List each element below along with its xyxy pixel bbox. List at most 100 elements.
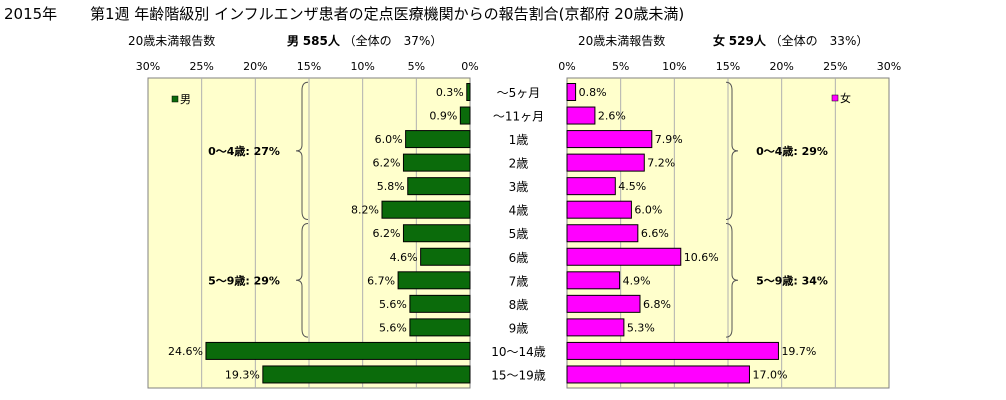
male-value-label: 0.3% bbox=[436, 86, 464, 99]
male-value-label: 8.2% bbox=[351, 204, 379, 217]
male-x-tick-label: 20% bbox=[243, 60, 267, 73]
female-x-tick-label: 10% bbox=[662, 60, 686, 73]
male-bar bbox=[407, 177, 471, 196]
female-value-label: 17.0% bbox=[752, 368, 787, 381]
age-category-label: 3歳 bbox=[509, 180, 529, 194]
age-category-label: 9歳 bbox=[509, 321, 529, 335]
male-bar bbox=[402, 224, 471, 243]
female-header: 20歳未満報告数 女 529人 （全体の 33%） bbox=[578, 32, 868, 49]
female-x-tick-label: 5% bbox=[612, 60, 629, 73]
male-header-share: （全体の 37%） bbox=[343, 34, 443, 48]
female-value-label: 10.6% bbox=[684, 251, 719, 264]
female-bar bbox=[566, 106, 596, 125]
male-value-label: 5.8% bbox=[377, 180, 405, 193]
female-value-label: 6.6% bbox=[641, 227, 669, 240]
male-value-label: 5.6% bbox=[379, 298, 407, 311]
male-value-label: 5.6% bbox=[379, 321, 407, 334]
female-bar bbox=[566, 200, 632, 219]
male-x-tick-label: 0% bbox=[461, 60, 478, 73]
male-value-label: 0.9% bbox=[429, 110, 457, 123]
male-value-label: 24.6% bbox=[168, 345, 203, 358]
male-value-label: 19.3% bbox=[225, 368, 260, 381]
age-category-label: 5歳 bbox=[509, 227, 529, 241]
age-category-label: 1歳 bbox=[509, 133, 529, 147]
male-bar bbox=[405, 130, 471, 149]
age-category-label: 10～14歳 bbox=[491, 345, 546, 359]
female-bar bbox=[566, 130, 653, 149]
female-value-label: 7.2% bbox=[647, 157, 675, 170]
male-header-label: 20歳未満報告数 bbox=[128, 34, 216, 48]
female-legend-label: 女 bbox=[840, 91, 851, 105]
male-value-label: 6.7% bbox=[367, 274, 395, 287]
age-category-label: 8歳 bbox=[509, 298, 529, 312]
female-value-label: 19.7% bbox=[781, 345, 816, 358]
female-group-brace bbox=[725, 222, 739, 338]
male-legend-swatch bbox=[171, 95, 179, 103]
male-bar bbox=[459, 106, 471, 125]
female-x-tick-label: 30% bbox=[877, 60, 901, 73]
female-header-label: 20歳未満報告数 bbox=[578, 34, 666, 48]
male-value-label: 6.2% bbox=[373, 227, 401, 240]
female-bar bbox=[566, 294, 641, 313]
male-bar bbox=[402, 153, 471, 172]
female-value-label: 6.0% bbox=[634, 204, 662, 217]
male-legend-label: 男 bbox=[180, 93, 191, 106]
age-category-label: ～11ヶ月 bbox=[493, 110, 544, 124]
male-bar bbox=[466, 83, 471, 101]
age-category-label: 4歳 bbox=[509, 204, 529, 218]
age-category-label: 6歳 bbox=[509, 251, 529, 265]
female-bar bbox=[566, 153, 645, 172]
female-bar bbox=[566, 365, 750, 384]
male-bar bbox=[381, 200, 471, 219]
age-category-label: 15～19歳 bbox=[491, 368, 546, 382]
female-header-share: （全体の 33%） bbox=[769, 34, 869, 48]
female-x-tick-label: 15% bbox=[716, 60, 740, 73]
female-bar bbox=[566, 341, 779, 360]
female-value-label: 7.9% bbox=[655, 133, 683, 146]
female-group-label: 0～4歳: 29% bbox=[756, 144, 828, 158]
female-header-count: 529人 bbox=[728, 34, 766, 48]
female-x-tick-label: 25% bbox=[823, 60, 847, 73]
female-value-label: 2.6% bbox=[598, 110, 626, 123]
male-bar bbox=[205, 341, 471, 360]
female-value-label: 4.9% bbox=[623, 274, 651, 287]
female-value-label: 5.3% bbox=[627, 321, 655, 334]
male-group-brace bbox=[295, 81, 309, 220]
male-value-label: 6.2% bbox=[373, 157, 401, 170]
female-bar bbox=[566, 177, 616, 196]
female-value-label: 6.8% bbox=[643, 298, 671, 311]
male-value-label: 4.6% bbox=[390, 251, 418, 264]
male-group-label: 5～9歳: 29% bbox=[208, 273, 280, 287]
male-bar bbox=[420, 247, 471, 266]
age-category-label: ～5ヶ月 bbox=[497, 86, 541, 100]
male-x-tick-label: 25% bbox=[189, 60, 213, 73]
female-group-brace bbox=[725, 81, 739, 220]
female-value-label: 4.5% bbox=[618, 180, 646, 193]
male-header-count: 585人 bbox=[302, 34, 340, 48]
male-value-label: 6.0% bbox=[375, 133, 403, 146]
male-x-tick-label: 30% bbox=[136, 60, 160, 73]
title-year: 2015年 bbox=[4, 5, 58, 23]
female-bar bbox=[566, 83, 577, 101]
age-category-label: 7歳 bbox=[509, 274, 529, 288]
chart-title: 2015年 第1週 年齢階級別 インフルエンザ患者の定点医療機関からの報告割合(京… bbox=[4, 3, 684, 24]
male-x-tick-label: 15% bbox=[297, 60, 321, 73]
male-x-tick-label: 5% bbox=[408, 60, 425, 73]
male-x-tick-label: 10% bbox=[350, 60, 374, 73]
age-category-label: 2歳 bbox=[509, 157, 529, 171]
male-bar bbox=[397, 271, 471, 290]
female-header-sex: 女 bbox=[712, 34, 725, 48]
female-x-tick-label: 0% bbox=[558, 60, 575, 73]
male-header-sex: 男 bbox=[286, 34, 299, 48]
male-group-label: 0～4歳: 27% bbox=[208, 144, 280, 158]
female-legend-swatch bbox=[831, 94, 839, 102]
male-bar bbox=[409, 318, 471, 337]
female-x-tick-label: 20% bbox=[769, 60, 793, 73]
male-bar bbox=[262, 365, 471, 384]
female-bar bbox=[566, 318, 625, 337]
female-bar bbox=[566, 271, 621, 290]
female-group-label: 5～9歳: 34% bbox=[756, 273, 828, 287]
female-bar bbox=[566, 224, 639, 243]
female-value-label: 0.8% bbox=[579, 86, 607, 99]
